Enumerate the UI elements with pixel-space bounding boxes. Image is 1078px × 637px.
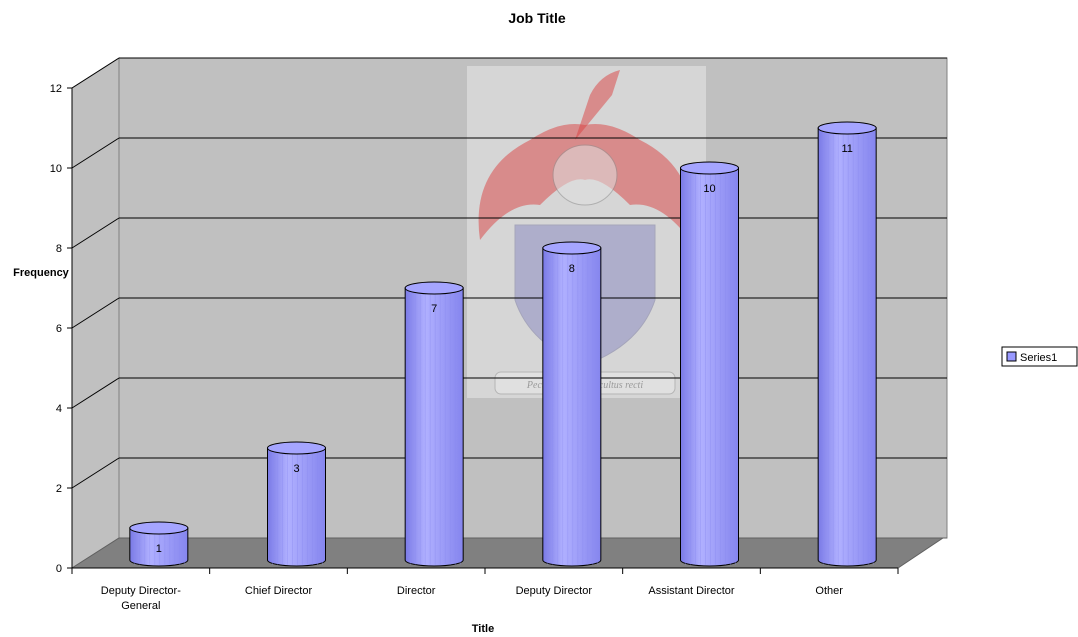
bar bbox=[817, 121, 877, 567]
crest-helmet bbox=[552, 144, 618, 206]
bar-body bbox=[129, 527, 189, 567]
y-tick-label: 6 bbox=[56, 323, 62, 335]
bar bbox=[267, 441, 326, 567]
y-tick-label: 0 bbox=[56, 563, 62, 575]
bar-body bbox=[542, 247, 602, 567]
data-label: 1 bbox=[156, 543, 162, 555]
gridline-side bbox=[71, 217, 120, 249]
data-label: 8 bbox=[569, 263, 575, 275]
x-tick-label: General bbox=[121, 600, 160, 612]
legend-label: Series1 bbox=[1020, 352, 1057, 364]
legend: Series1 bbox=[1001, 346, 1078, 367]
bar-top bbox=[267, 441, 326, 455]
y-axis: 0 2 4 6 8 10 12 bbox=[50, 83, 73, 575]
y-tick-label: 12 bbox=[50, 83, 62, 95]
data-label: 10 bbox=[703, 183, 715, 195]
data-label: 7 bbox=[431, 303, 437, 315]
bar-top bbox=[404, 281, 464, 295]
x-tick-label: Chief Director bbox=[245, 585, 313, 597]
bar-body bbox=[817, 127, 877, 567]
gridline-side bbox=[71, 57, 120, 89]
bar-top bbox=[542, 241, 602, 255]
bar-body bbox=[680, 167, 739, 567]
x-tick-label: Other bbox=[815, 585, 843, 597]
x-axis-label: Title bbox=[472, 623, 494, 635]
x-tick-label: Deputy Director bbox=[516, 585, 593, 597]
y-tick-label: 2 bbox=[56, 483, 62, 495]
data-labels: 1 3 7 8 10 11 bbox=[156, 143, 853, 555]
y-tick-label: 4 bbox=[56, 403, 62, 415]
y-tick-label: 10 bbox=[50, 163, 62, 175]
gridline-side bbox=[71, 377, 120, 409]
y-tick-label: 8 bbox=[56, 243, 62, 255]
bar bbox=[129, 521, 189, 567]
x-tick-label: Assistant Director bbox=[648, 585, 735, 597]
bar bbox=[680, 161, 739, 567]
gridline-side bbox=[71, 457, 120, 489]
bar-body bbox=[404, 287, 464, 567]
gridline-side bbox=[71, 297, 120, 329]
crest-mantling bbox=[478, 124, 692, 240]
bar bbox=[404, 281, 464, 567]
legend-swatch bbox=[1006, 351, 1017, 362]
floor bbox=[70, 537, 947, 569]
data-label: 11 bbox=[841, 143, 852, 155]
x-tick-label: Deputy Director- bbox=[101, 585, 181, 597]
bar-top bbox=[680, 161, 739, 175]
x-tick-label: Director bbox=[397, 585, 436, 597]
x-axis: Deputy Director- General Chief Director Dir… bbox=[71, 567, 899, 612]
gridline-side bbox=[71, 137, 120, 169]
data-label: 3 bbox=[293, 463, 299, 475]
bars bbox=[129, 121, 877, 567]
legend-box bbox=[1001, 346, 1078, 367]
bar-top bbox=[129, 521, 189, 535]
chart-title: Job Title bbox=[508, 10, 566, 26]
crest-torch bbox=[575, 70, 620, 140]
bar-body bbox=[267, 447, 326, 567]
gridlines bbox=[71, 57, 947, 489]
bar-top bbox=[817, 121, 877, 135]
y-axis-label: Frequency bbox=[13, 267, 70, 279]
bar bbox=[542, 241, 602, 567]
